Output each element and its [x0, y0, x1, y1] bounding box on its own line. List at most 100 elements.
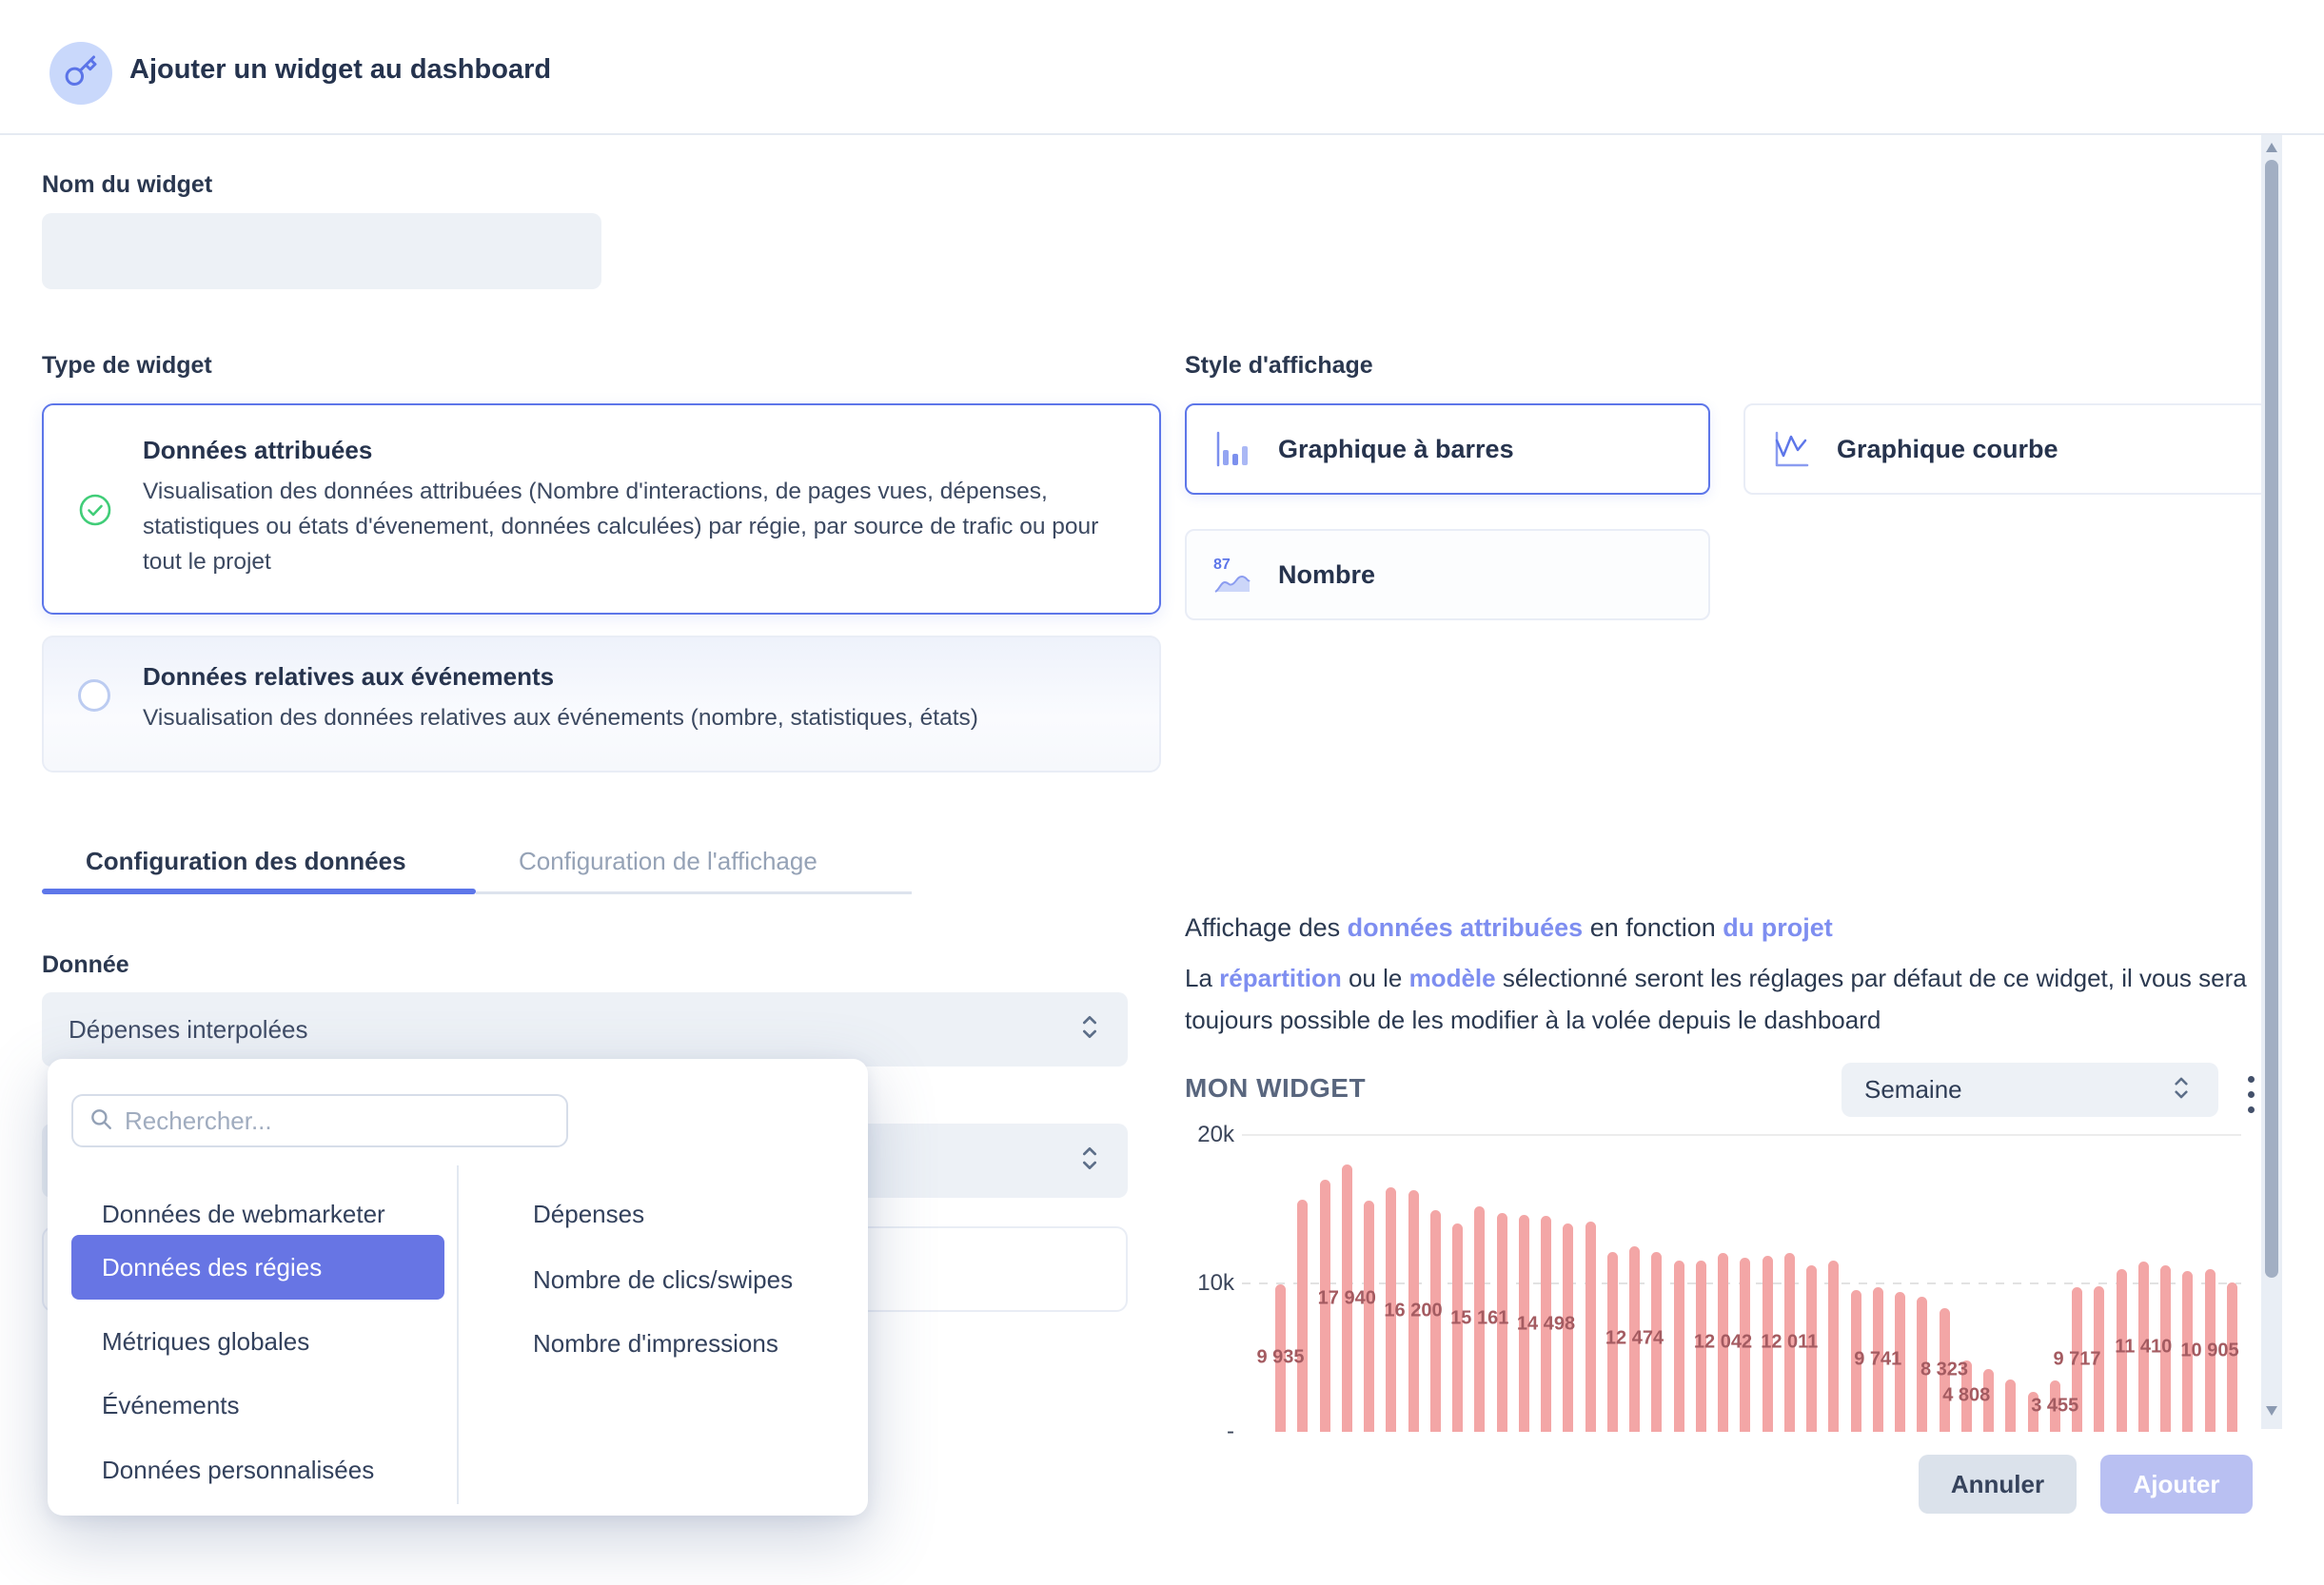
bar [1518, 1215, 1529, 1432]
bar [1806, 1265, 1817, 1432]
bar [1541, 1216, 1551, 1432]
chart-bar [2160, 1265, 2171, 1432]
dropdown-search-input[interactable] [125, 1106, 524, 1136]
bar-chart-icon [1208, 424, 1257, 474]
bar [1828, 1261, 1840, 1432]
bar-value-label: 10 905 [2180, 1340, 2239, 1361]
dropdown-metric-item[interactable]: Nombre d'impressions [533, 1328, 778, 1358]
type-option-donnees-evenements[interactable]: Données relatives aux événements Visuali… [42, 636, 1161, 773]
bar [1872, 1287, 1883, 1432]
cancel-button[interactable]: Annuler [1919, 1455, 2077, 1514]
style-option-label: Graphique à barres [1278, 434, 1514, 463]
add-button[interactable]: Ajouter [2100, 1455, 2253, 1514]
chart-bar [1585, 1222, 1596, 1432]
widget-name-label: Nom du widget [42, 171, 213, 198]
header-divider [0, 133, 2324, 135]
chart-bar: 9 935 [1256, 1284, 1305, 1432]
bar-value-label: 17 940 [1317, 1287, 1376, 1309]
dropdown-metric-item[interactable]: Dépenses [533, 1199, 645, 1228]
style-option-bar-chart[interactable]: Graphique à barres [1185, 403, 1710, 495]
widget-menu-kebab-icon[interactable] [2238, 1067, 2263, 1121]
chart-bar: 12 474 [1605, 1246, 1664, 1432]
period-select[interactable]: Semaine [1841, 1063, 2218, 1117]
bar [1474, 1206, 1486, 1432]
bar-value-label: 14 498 [1516, 1313, 1576, 1335]
check-circle-icon [78, 493, 112, 527]
dropdown-category-item[interactable]: Données de webmarketer [102, 1199, 385, 1228]
scrollbar-thumb[interactable] [2265, 160, 2278, 1278]
chart-bar [1319, 1180, 1330, 1432]
bar [2049, 1380, 2060, 1432]
chart-bar [1673, 1261, 1684, 1432]
dropdown-category-item[interactable]: Métriques globales [102, 1326, 310, 1356]
dropdown-category-item-selected[interactable]: Données des régies [71, 1235, 444, 1300]
active-tab-indicator [42, 889, 476, 894]
bar [1319, 1180, 1330, 1432]
style-option-number[interactable]: 87 Nombre [1185, 529, 1710, 620]
scrollbar-down-arrow-icon[interactable] [2266, 1406, 2277, 1416]
chart-bar: 8 323 [1920, 1308, 1968, 1432]
bar-value-label: 4 808 [1942, 1384, 1991, 1406]
bar [1297, 1200, 1309, 1432]
bar [2160, 1265, 2171, 1432]
type-option-title: Données relatives aux événements [143, 662, 555, 691]
bar [1783, 1253, 1795, 1432]
scrollbar-up-arrow-icon[interactable] [2266, 143, 2277, 152]
bar [1606, 1252, 1618, 1432]
tab-configuration-donnees[interactable]: Configuration des données [86, 847, 406, 875]
bar [2182, 1271, 2194, 1432]
widget-preview-chart: 20k 10k - 9 935 17 940 16 200 15 161 14 498 1… [1185, 1122, 2246, 1444]
y-tick-zero: - [1227, 1419, 1234, 1444]
widget-name-input[interactable] [42, 213, 601, 289]
chart-bar [1828, 1261, 1840, 1432]
bar-series: 9 935 17 940 16 200 15 161 14 498 12 474 12 04… [1256, 1134, 2239, 1432]
summary-text: en fonction [1583, 913, 1723, 942]
summary-accent-donnees-attribuees: données attribuées [1347, 913, 1584, 942]
type-option-title: Données attribuées [143, 436, 373, 464]
type-option-description: Visualisation des données relatives aux … [143, 705, 978, 731]
bar [1850, 1290, 1861, 1432]
bar [1917, 1297, 1928, 1432]
dropdown-category-item[interactable]: Données personnalisées [102, 1455, 375, 1484]
bar-value-label: 15 161 [1450, 1307, 1509, 1329]
chart-bar [2094, 1286, 2105, 1432]
tab-configuration-affichage[interactable]: Configuration de l'affichage [519, 847, 817, 875]
widget-preview-title: MON WIDGET [1185, 1073, 1367, 1103]
chart-bar [1386, 1187, 1397, 1432]
bar-value-label: 9 717 [2053, 1348, 2101, 1370]
chart-bar: 3 455 [2031, 1380, 2078, 1432]
note-text: La [1185, 964, 1220, 992]
bar-value-label: 9 741 [1854, 1348, 1902, 1370]
type-option-donnees-attribuees[interactable]: Données attribuées Visualisation des don… [42, 403, 1161, 615]
dropdown-metric-item[interactable]: Nombre de clics/swipes [533, 1264, 794, 1294]
chart-bar [2116, 1269, 2127, 1432]
dropdown-category-item[interactable]: Événements [102, 1390, 240, 1419]
note-text: ou le [1341, 964, 1409, 992]
display-style-label: Style d'affichage [1185, 352, 1373, 379]
chart-bar [1606, 1252, 1618, 1432]
chart-bar: 12 042 [1694, 1253, 1752, 1432]
modal-icon-badge [49, 42, 112, 105]
donnee-select[interactable]: Dépenses interpolées [42, 992, 1128, 1066]
bar [2226, 1282, 2237, 1432]
bar [1629, 1246, 1640, 1432]
line-chart-icon [1766, 424, 1816, 474]
style-option-line-chart[interactable]: Graphique courbe [1743, 403, 2269, 495]
donnee-dropdown-panel: Données de webmarketer Données des régies… [48, 1059, 868, 1516]
chart-bar [2027, 1392, 2038, 1432]
chart-bar: 10 905 [2180, 1269, 2239, 1432]
chart-bar: 11 410 [2115, 1262, 2172, 1432]
bar [1429, 1210, 1441, 1432]
dropdown-search-field[interactable] [71, 1094, 568, 1147]
radio-unchecked-icon [78, 679, 110, 712]
bar [1740, 1258, 1751, 1432]
chart-bar [1895, 1292, 1905, 1432]
bar [1960, 1360, 1972, 1432]
bar [1939, 1308, 1950, 1432]
chevron-updown-icon [1076, 1011, 1103, 1048]
bar [2027, 1392, 2038, 1432]
y-tick-10k: 10k [1197, 1270, 1234, 1296]
key-icon [64, 54, 98, 93]
chart-bar: 14 498 [1517, 1216, 1575, 1432]
